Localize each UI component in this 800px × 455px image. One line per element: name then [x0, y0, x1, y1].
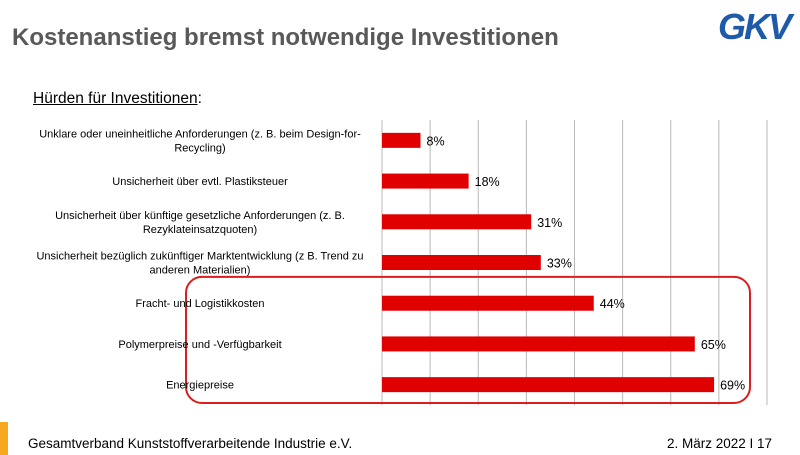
bar: [382, 295, 594, 311]
slide-title: Kostenanstieg bremst notwendige Investit…: [12, 24, 559, 51]
bar: [382, 377, 715, 393]
footer-date-page: 2. März 2022 I 17: [666, 436, 772, 451]
category-label: Unklare oder uneinheitliche Anforderunge…: [39, 128, 361, 154]
gkv-logo: GKV: [718, 6, 796, 46]
bar: [382, 173, 469, 189]
category-label: Unsicherheit über evtl. Plastiksteuer: [112, 176, 288, 188]
footer-organization: Gesamtverband Kunststoffverarbeitende In…: [28, 436, 353, 451]
data-label: 33%: [547, 257, 572, 271]
footer-accent-bar: [0, 422, 8, 455]
data-label: 31%: [537, 216, 562, 230]
category-label: Energiepreise: [166, 380, 234, 392]
chart-subtitle-text: Hürden für Investitionen: [33, 90, 198, 107]
highlight-box: [185, 275, 751, 405]
category-label: Unsicherheit bezüglich zukünftiger Markt…: [36, 251, 363, 277]
category-label: Unsicherheit über künftige gesetzliche A…: [55, 210, 345, 236]
data-label: 65%: [701, 338, 726, 352]
category-label: Fracht- und Logistikkosten: [135, 298, 264, 310]
data-label: 69%: [720, 379, 745, 393]
chart-subtitle-colon: :: [197, 90, 202, 107]
chart-subtitle: Hürden für Investitionen:: [33, 90, 202, 108]
data-label: 18%: [475, 175, 500, 189]
data-label: 44%: [600, 297, 625, 311]
category-label: Polymerpreise und -Verfügbarkeit: [118, 339, 281, 351]
bar: [382, 132, 421, 148]
bar: [382, 214, 532, 230]
bar: [382, 336, 695, 352]
gkv-logo-text: GKV: [718, 6, 795, 46]
data-label: 8%: [427, 134, 445, 148]
bar: [382, 255, 541, 270]
